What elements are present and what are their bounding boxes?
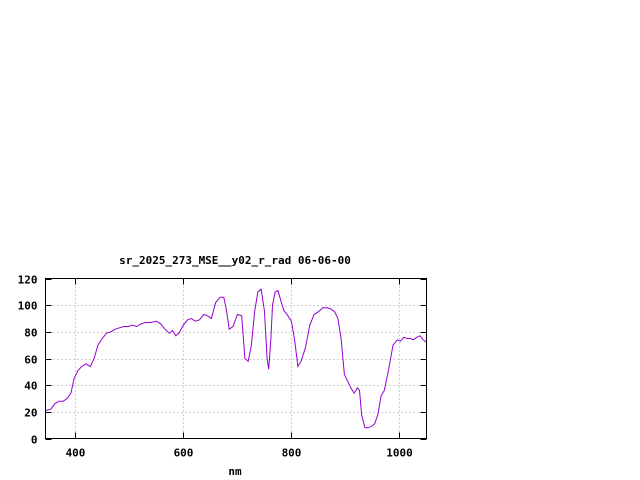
x-tick-label: 600 (174, 447, 194, 460)
x-axis-label: nm (228, 465, 242, 478)
plot-frame (45, 278, 427, 439)
axis-ticks: 0 20 40 60 80 100 120 400 600 800 1000 (18, 274, 427, 460)
y-tick-label: 40 (24, 380, 37, 393)
x-tick-label: 1000 (386, 447, 413, 460)
y-tick-label: 100 (18, 300, 38, 313)
series-line (45, 288, 427, 429)
grid-lines (45, 278, 427, 439)
y-tick-label: 120 (18, 274, 38, 287)
y-tick-label: 80 (24, 327, 37, 340)
x-tick-label: 400 (66, 447, 86, 460)
y-tick-label: 0 (31, 434, 38, 447)
x-tick-label: 800 (282, 447, 302, 460)
y-tick-label: 20 (24, 407, 37, 420)
y-tick-label: 60 (24, 354, 37, 367)
chart-title: sr_2025_273_MSE__y02_r_rad 06-06-00 (119, 254, 351, 267)
